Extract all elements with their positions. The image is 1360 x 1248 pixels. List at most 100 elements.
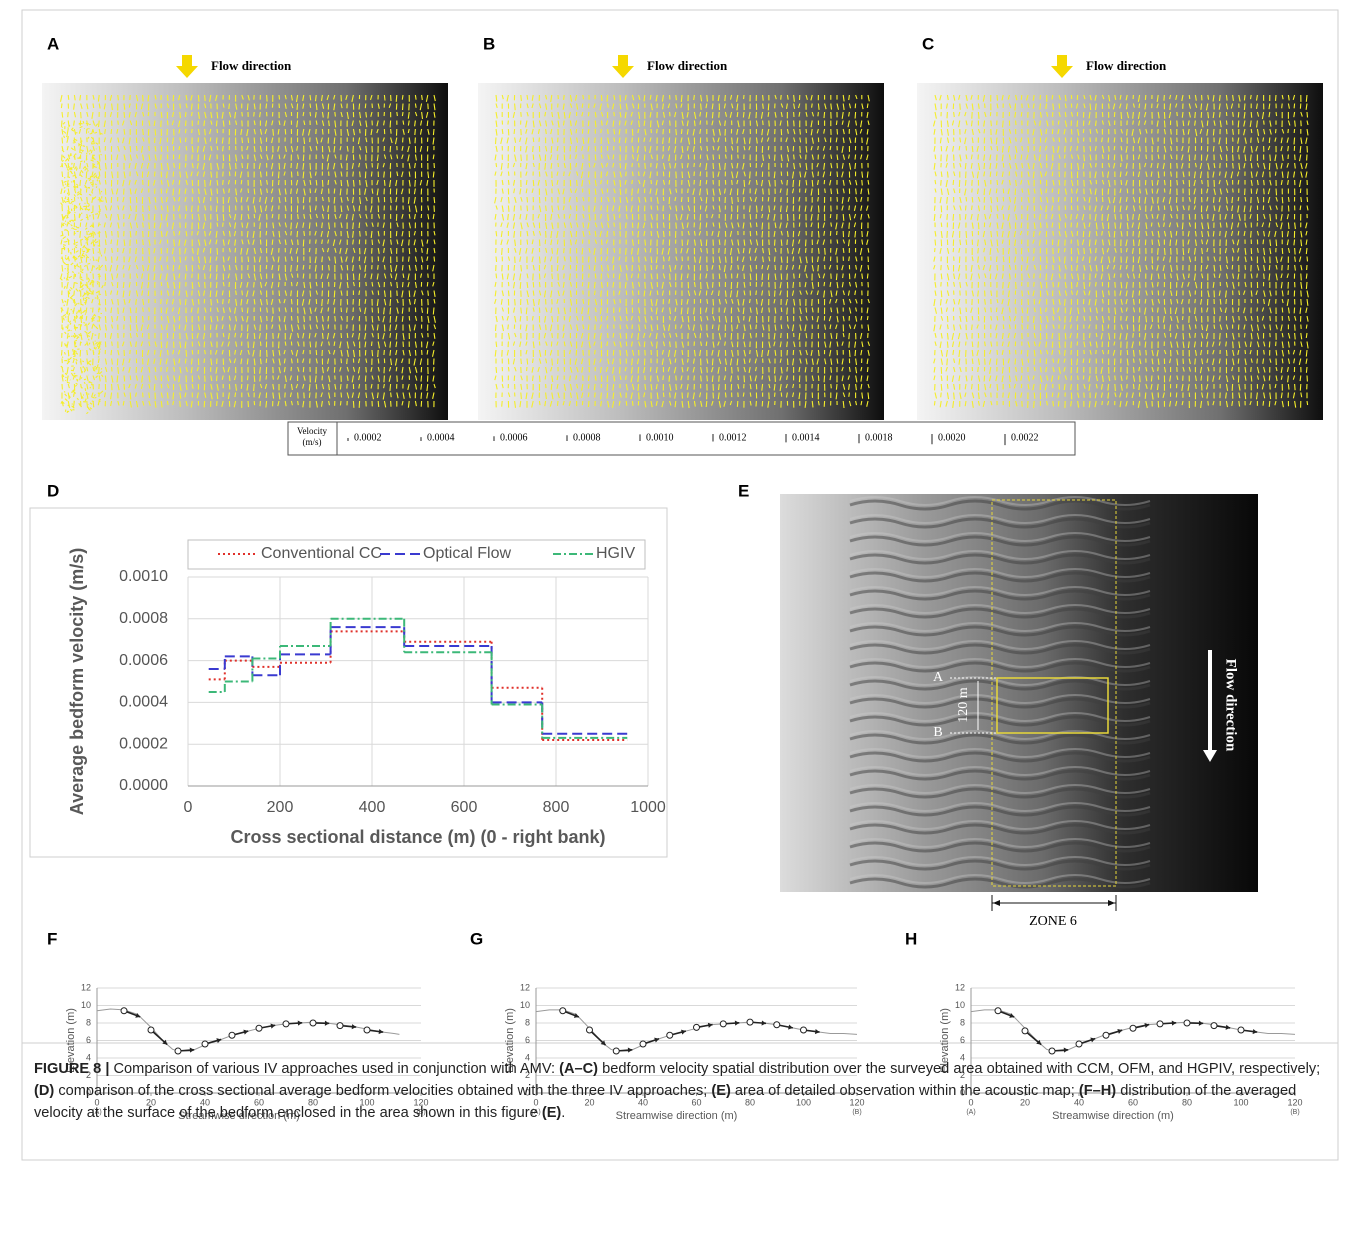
x-tick-label: 40 — [638, 1097, 648, 1107]
caption-text: FIGURE 8 | — [34, 1061, 110, 1077]
velocity-arrow-head — [573, 1013, 579, 1018]
velocity-arrow-head — [1036, 1039, 1042, 1045]
velocity-arrow-head — [1063, 1047, 1069, 1053]
x-tick-label: 100 — [359, 1097, 374, 1107]
data-point — [994, 1007, 1002, 1015]
y-tick-label: 12 — [520, 982, 530, 992]
data-point — [1237, 1026, 1245, 1034]
data-point — [201, 1040, 209, 1048]
y-tick-label: 0 — [960, 1087, 965, 1097]
bracket-head — [993, 900, 1000, 906]
velocity-arrow-head — [297, 1020, 303, 1026]
x-tick-label: 100 — [796, 1097, 811, 1107]
x-tick-label: 400 — [359, 799, 386, 816]
velocity-arrow-head — [1144, 1023, 1150, 1029]
flow-arrow — [612, 55, 634, 78]
data-point — [1156, 1020, 1164, 1028]
data-point — [147, 1026, 155, 1034]
velocity-vectors — [932, 94, 1309, 409]
x-tick-label: 0 — [533, 1097, 538, 1107]
y-tick-label: 4 — [960, 1052, 965, 1062]
panel-label: B — [483, 34, 495, 53]
y-tick-label: 2 — [525, 1070, 530, 1080]
velocity-legend-title: Velocity — [297, 426, 327, 436]
data-point — [666, 1031, 674, 1039]
flow-label: Flow direction — [1086, 58, 1167, 73]
velocity-arrow-head — [600, 1040, 606, 1046]
caption: FIGURE 8 | Comparison of various IV appr… — [34, 1058, 1326, 1124]
data-point — [746, 1018, 754, 1026]
caption-text: (A–C) — [559, 1061, 599, 1077]
caption-text: . — [561, 1105, 566, 1121]
x-tick-label: 40 — [200, 1097, 210, 1107]
velocity-arrow-head — [761, 1020, 767, 1026]
y-tick-label: 6 — [525, 1035, 530, 1045]
velocity-arrow-head — [324, 1020, 330, 1026]
velocity-arrow-head — [681, 1029, 686, 1035]
velocity-arrow-head — [1198, 1020, 1204, 1026]
caption-text: (D) — [34, 1083, 55, 1099]
velocity-arrow-head — [1009, 1013, 1015, 1018]
point-label: B — [933, 725, 942, 740]
velocity-arrow-head — [1117, 1028, 1123, 1034]
data-point — [336, 1022, 344, 1030]
x-tick-label: 120 — [849, 1097, 864, 1107]
end-label: (A) — [966, 1109, 975, 1116]
data-point — [773, 1021, 781, 1029]
x-tick-label: 100 — [1233, 1097, 1248, 1107]
y-tick-label: 0.0010 — [119, 568, 168, 585]
distance-label: 120 m — [956, 687, 971, 723]
caption-text: Comparison of various IV approaches used… — [109, 1061, 560, 1077]
x-tick-label: 0 — [968, 1097, 973, 1107]
x-tick-label: 1000 — [630, 799, 666, 816]
data-point — [559, 1007, 567, 1015]
x-axis-label: Streamwise direction (m) — [616, 1110, 738, 1122]
flow-label: Flow direction — [211, 58, 292, 73]
velocity-legend-item: 0.0020 — [938, 432, 966, 443]
velocity-legend-item: 0.0022 — [1011, 432, 1039, 443]
data-point — [612, 1047, 620, 1055]
velocity-legend-item: 0.0018 — [865, 432, 893, 443]
zone-outline — [991, 499, 1117, 887]
detail-area — [996, 677, 1109, 734]
velocity-arrow-head — [627, 1047, 633, 1053]
x-tick-label: 80 — [745, 1097, 755, 1107]
caption-text: (E) — [711, 1083, 731, 1099]
end-label: (B) — [416, 1109, 425, 1116]
panel-label: C — [922, 34, 934, 53]
velocity-arrow-head — [734, 1020, 740, 1026]
velocity-legend-box — [287, 421, 1076, 456]
data-point — [1075, 1040, 1083, 1048]
legend-label: Conventional CC — [261, 545, 382, 562]
y-axis-label: Elevation (m) — [939, 1008, 951, 1073]
caption-text: bedform velocity spatial distribution ov… — [598, 1061, 1321, 1077]
velocity-vectors — [494, 94, 871, 409]
data-point — [1102, 1031, 1110, 1039]
x-axis-label: Cross sectional distance (m) (0 - right … — [230, 827, 605, 847]
x-tick-label: 60 — [254, 1097, 264, 1107]
x-tick-label: 600 — [451, 799, 478, 816]
data-point — [174, 1047, 182, 1055]
x-tick-label: 20 — [1020, 1097, 1030, 1107]
y-tick-label: 10 — [955, 1000, 965, 1010]
velocity-arrow-head — [216, 1038, 222, 1044]
x-tick-label: 80 — [308, 1097, 318, 1107]
caption-text: area of detailed observation within the … — [730, 1083, 1079, 1099]
y-tick-label: 12 — [81, 982, 91, 992]
y-tick-label: 6 — [86, 1035, 91, 1045]
velocity-arrow-head — [1225, 1024, 1231, 1030]
bracket-head — [1108, 900, 1115, 906]
caption-text: (E) — [541, 1105, 562, 1121]
y-tick-label: 8 — [86, 1017, 91, 1027]
sonar-image — [42, 83, 448, 420]
velocity-arrow-head — [270, 1023, 276, 1029]
velocity-arrow-head — [1090, 1037, 1096, 1043]
y-axis-label: Elevation (m) — [504, 1008, 516, 1073]
x-tick-label: 800 — [543, 799, 570, 816]
flow-label: Flow direction — [647, 58, 728, 73]
data-point — [282, 1020, 290, 1028]
velocity-legend-item: 0.0002 — [354, 432, 382, 443]
y-tick-label: 12 — [955, 982, 965, 992]
x-tick-label: 80 — [1182, 1097, 1192, 1107]
panel-label: A — [47, 34, 59, 53]
